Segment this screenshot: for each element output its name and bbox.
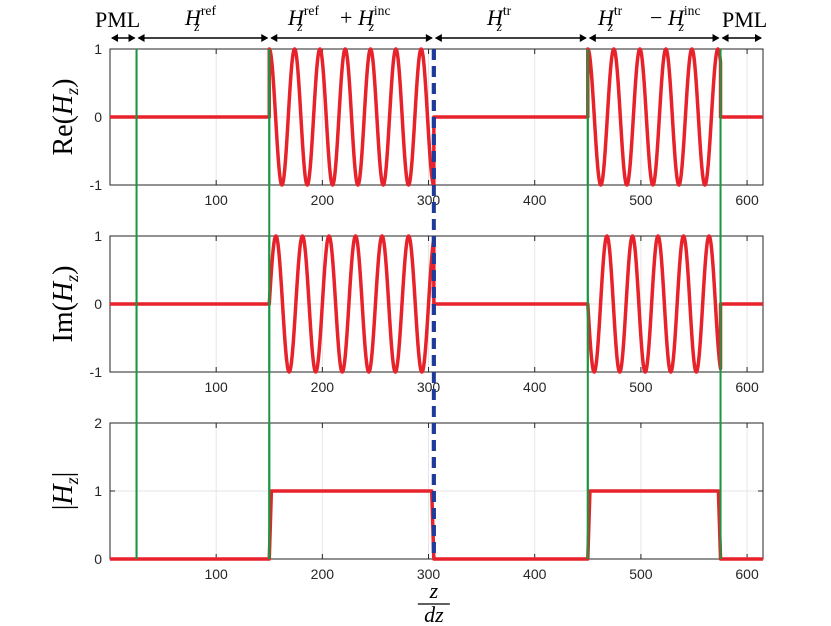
panel-2: 100 200 300 400 500 600 -1 0 1 Im(Hz) [48, 228, 764, 395]
x-tick-label: 200 [311, 566, 335, 582]
region-label-tr-inc-b: Hinc z [667, 3, 701, 34]
x-tick-label: 600 [735, 192, 759, 208]
x-label-denominator: dz [424, 602, 444, 626]
arrow-head-left [270, 34, 278, 42]
arrow-head-right [425, 34, 433, 42]
arrow-head-left [111, 34, 118, 42]
arrow-head-left [137, 34, 145, 42]
y-axis-label: Re(Hz) [48, 78, 82, 155]
region-label-tr-inc-a: Htr z [597, 3, 623, 34]
panel-1: 100 200 300 400 500 600 -1 0 1 Re(Hz) [48, 41, 764, 208]
arrow-head-left [588, 34, 596, 42]
arrow-head-left [721, 34, 729, 42]
x-tick-label: 500 [629, 192, 653, 208]
x-tick-label: 100 [204, 566, 228, 582]
x-tick-label: 200 [311, 379, 335, 395]
x-tick-label: 300 [417, 379, 441, 395]
y-tick-label: -1 [90, 177, 103, 193]
y-tick-label: 0 [94, 109, 102, 125]
x-tick-label: 100 [204, 192, 228, 208]
region-label-pml-right: PML [722, 7, 767, 32]
region-label-tr: Htr z [486, 3, 512, 34]
y-axis-label: |Hz| [48, 472, 82, 510]
series-line-1 [110, 47, 763, 187]
y-tick-label: 1 [94, 483, 102, 499]
x-axis-label: zdz [417, 578, 450, 626]
arrow-head-left [434, 34, 442, 42]
region-label-ref-inc-op: + [340, 5, 352, 30]
y-tick-label: 0 [94, 551, 102, 567]
arrow-head-right [712, 34, 720, 42]
x-tick-label: 300 [417, 192, 441, 208]
x-tick-label: 200 [311, 192, 335, 208]
x-tick-label: 400 [523, 566, 547, 582]
region-label-ref-inc-a: Href z [287, 3, 319, 34]
panel-3: 100 200 300 400 500 600 0 1 2 |Hz| [48, 415, 764, 582]
arrow-head-right [128, 34, 136, 42]
x-tick-label: 600 [735, 379, 759, 395]
series-line-1 [110, 489, 763, 561]
y-tick-label: 1 [94, 41, 102, 57]
x-tick-label: 600 [735, 566, 759, 582]
x-tick-label: 400 [523, 379, 547, 395]
y-tick-label: 1 [94, 228, 102, 244]
y-axis-label: Im(Hz) [48, 265, 82, 342]
arrow-head-right [755, 34, 762, 42]
arrow-head-right [261, 34, 269, 42]
y-tick-label: 2 [94, 415, 102, 431]
x-label-numerator: z [429, 578, 439, 603]
region-label-ref-inc-b: Hinc z [357, 3, 391, 34]
region-label-tr-inc-op: − [650, 5, 662, 30]
x-tick-label: 400 [523, 192, 547, 208]
x-tick-label: 100 [204, 379, 228, 395]
arrow-head-right [579, 34, 587, 42]
x-tick-label: 300 [417, 566, 441, 582]
y-tick-label: -1 [90, 364, 103, 380]
x-tick-label: 500 [629, 379, 653, 395]
region-label-ref: Href z [184, 3, 216, 34]
region-label-pml-left: PML [95, 7, 140, 32]
y-tick-label: 0 [94, 296, 102, 312]
x-tick-label: 500 [629, 566, 653, 582]
series-line-1 [110, 234, 763, 374]
